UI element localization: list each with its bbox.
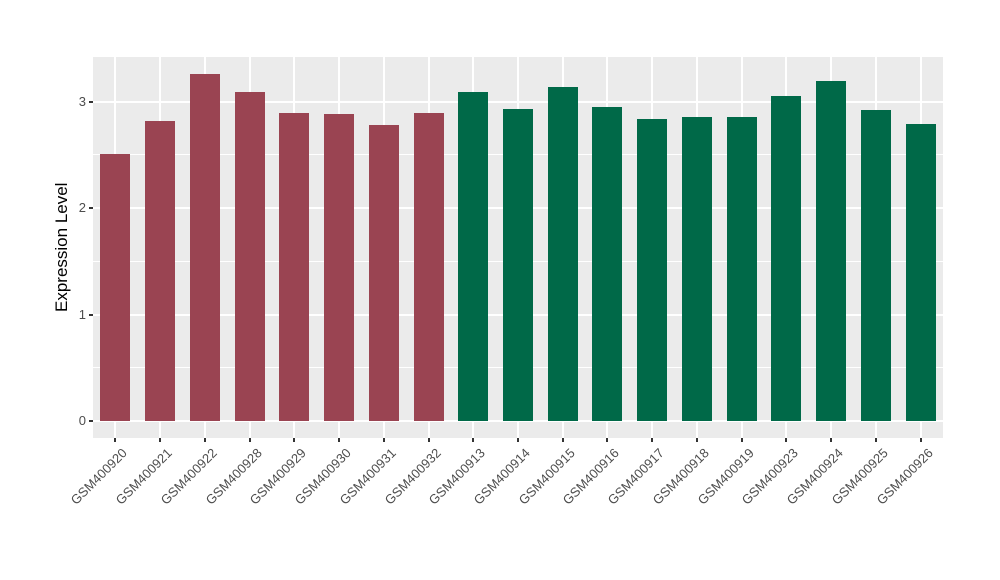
y-tick-label-3: 3 <box>78 93 86 109</box>
y-tick-label-0: 0 <box>78 412 86 428</box>
bar-GSM400928 <box>234 92 265 421</box>
y-tick-mark-2 <box>89 207 93 210</box>
bar-GSM400914 <box>503 109 533 421</box>
x-tick-mark-GSM400924 <box>830 438 833 442</box>
x-tick-mark-GSM400930 <box>338 438 341 442</box>
x-tick-mark-GSM400921 <box>159 438 162 442</box>
bar-GSM400913 <box>458 92 489 421</box>
bar-GSM400919 <box>726 116 757 421</box>
plot-panel <box>93 57 943 438</box>
x-tick-mark-GSM400915 <box>561 438 564 442</box>
bar-GSM400921 <box>145 120 176 421</box>
x-tick-mark-GSM400913 <box>472 438 475 442</box>
y-axis-title: Expression Level <box>52 182 71 312</box>
bar-GSM400930 <box>324 114 355 421</box>
bar-GSM400932 <box>413 113 444 421</box>
x-tick-mark-GSM400923 <box>785 438 788 442</box>
x-tick-mark-GSM400920 <box>114 438 117 442</box>
bar-GSM400918 <box>681 116 712 421</box>
bar-GSM400916 <box>592 107 623 421</box>
y-tick-mark-3 <box>89 100 93 103</box>
bar-GSM400926 <box>905 124 936 421</box>
bar-GSM400922 <box>189 74 220 421</box>
bar-GSM400924 <box>816 81 847 421</box>
y-tick-label-2: 2 <box>78 200 86 216</box>
x-tick-mark-GSM400928 <box>248 438 251 442</box>
bar-GSM400923 <box>771 96 802 421</box>
x-tick-mark-GSM400929 <box>293 438 296 442</box>
x-tick-mark-GSM400916 <box>606 438 609 442</box>
y-tick-label-1: 1 <box>78 306 86 322</box>
x-tick-mark-GSM400917 <box>651 438 654 442</box>
y-tick-mark-1 <box>89 313 93 316</box>
y-tick-mark-0 <box>89 419 93 422</box>
bar-GSM400931 <box>368 125 399 421</box>
x-tick-mark-GSM400926 <box>919 438 922 442</box>
x-tick-mark-GSM400918 <box>695 438 698 442</box>
x-tick-mark-GSM400932 <box>427 438 430 442</box>
bar-GSM400925 <box>860 110 891 421</box>
x-tick-mark-GSM400919 <box>740 438 743 442</box>
bar-GSM400929 <box>279 113 310 421</box>
x-tick-mark-GSM400931 <box>382 438 385 442</box>
bar-GSM400917 <box>637 118 668 421</box>
x-tick-mark-GSM400914 <box>517 438 519 442</box>
bar-GSM400920 <box>100 153 131 421</box>
bar-GSM400915 <box>547 86 578 421</box>
x-tick-mark-GSM400922 <box>203 438 206 442</box>
x-tick-mark-GSM400925 <box>874 438 877 442</box>
